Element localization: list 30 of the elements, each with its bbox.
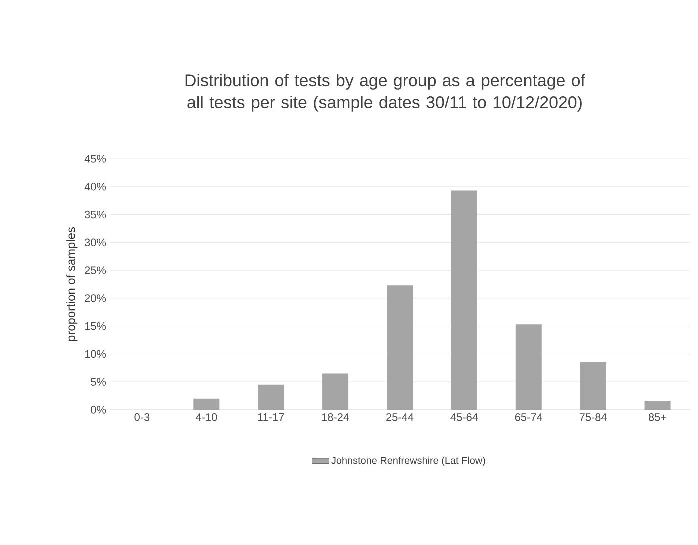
x-tick-label: 25-44 [386, 414, 414, 422]
bar [194, 398, 220, 410]
y-tick-label: 5% [91, 378, 106, 386]
y-tick-label: 15% [85, 322, 106, 330]
x-tick-label: 4-10 [196, 414, 218, 422]
bar [516, 324, 542, 410]
x-tick-label: 65-74 [515, 414, 543, 422]
bar [580, 362, 606, 410]
y-tick-label: 10% [85, 350, 106, 358]
y-tick-label: 0% [91, 406, 106, 414]
y-tick-label: 30% [84, 238, 106, 247]
y-tick-label: 45% [84, 155, 106, 163]
y-tick-label: 20% [85, 294, 106, 302]
x-tick-label: 45-64 [450, 414, 478, 422]
y-axis-title: proportion of samples [66, 227, 78, 342]
bar [322, 374, 349, 410]
legend-label: Johnstone Renfrewshire (Lat Flow) [332, 456, 486, 466]
x-tick-label: 85+ [648, 414, 667, 422]
bar [451, 190, 478, 410]
x-tick-label: 18-24 [322, 414, 350, 422]
y-tick-label: 25% [85, 266, 106, 274]
bar [644, 401, 671, 410]
y-tick-label: 40% [84, 183, 106, 191]
x-tick-label: 75-84 [580, 414, 608, 422]
x-tick-label: 0-3 [134, 414, 150, 422]
chart-title: Distribution of tests by age group as a percentage of all tests per site (sample dates 30/11 to 10/12/2020) [186, 74, 586, 112]
x-tick-label: 11-17 [258, 414, 284, 422]
y-tick-label: 35% [84, 210, 106, 219]
bar [387, 286, 413, 410]
bar [258, 384, 284, 410]
